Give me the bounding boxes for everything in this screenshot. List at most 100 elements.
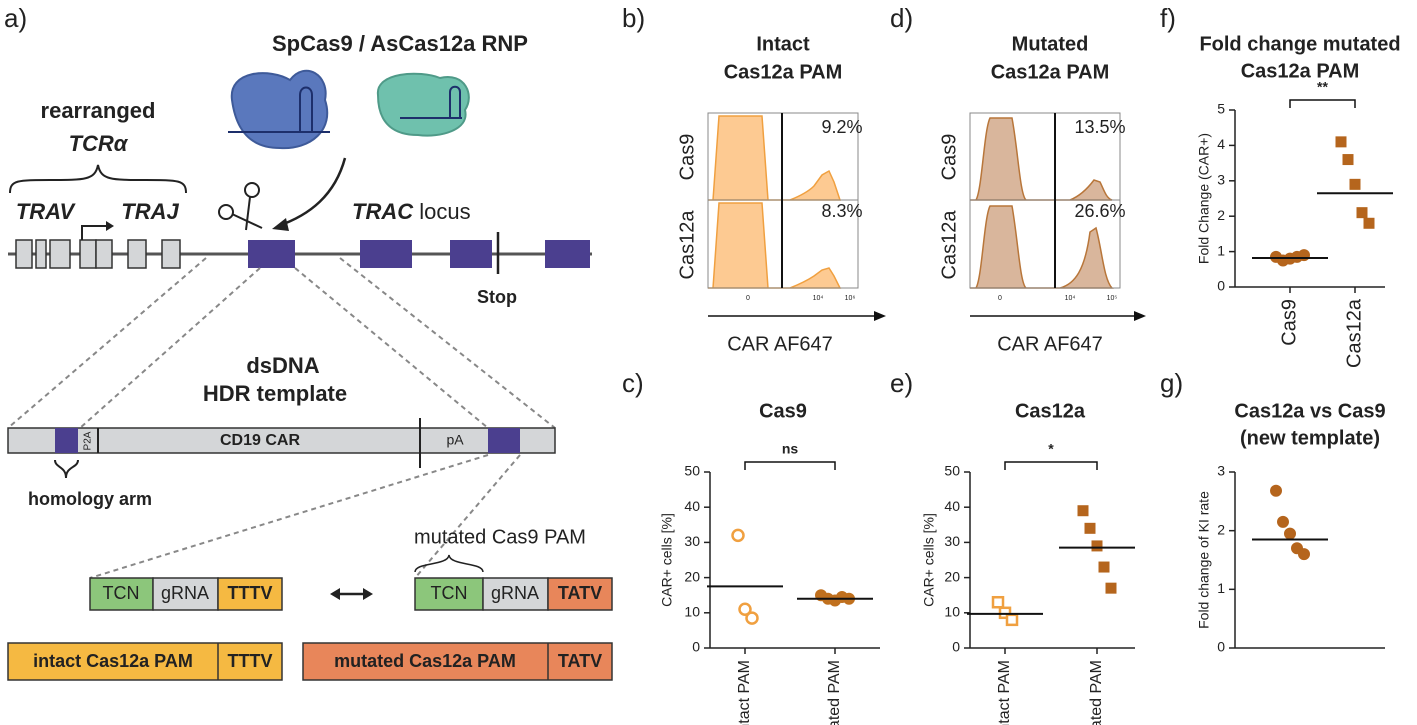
exon [15,239,33,269]
x-axis-label: CAR AF647 [997,333,1103,355]
label: mutated Cas12a PAM [334,651,516,671]
chart-title: Cas12a [1015,400,1086,422]
y-axis-label: CAR+ cells [%] [659,513,675,607]
data-point [1349,178,1361,190]
promoter-arrow-head [106,221,114,231]
homology-arm [55,428,78,453]
y-tick-label: 0 [952,639,960,655]
exon [35,239,47,269]
chart-title: (new template) [1240,427,1380,449]
histogram [708,115,842,201]
significance-label: * [1048,441,1054,457]
x-axis-label: CAR AF647 [727,333,833,355]
guide-rna [228,86,330,133]
chart: Cas12a CAR+ cells [%] 0 10 20 30 40 50 Intact PA… [921,400,1135,725]
data-point [738,602,752,617]
data-point [1363,217,1375,229]
chart: Fold change mutated Cas12a PAM Fold Change… [1196,33,1401,368]
panel-label: g) [1160,368,1183,398]
exon [95,239,113,269]
guide-rna [400,85,462,119]
panel-label: a) [4,3,27,33]
zoom-lines [89,454,521,579]
x-tick-label: Mutated PAM [1088,660,1105,725]
data-point [991,595,1005,609]
significance-bracket [1004,461,1098,470]
panel-label: e) [890,368,913,398]
label: rearranged [41,98,156,123]
label: TCN [431,583,468,603]
label: TCN [103,583,140,603]
rnp-title: SpCas9 / AsCas12a RNP [272,31,528,56]
label: TATV [558,651,602,671]
panel-title: Cas12a PAM [991,61,1110,83]
percentage: 8.3% [821,201,862,221]
scissors [244,182,260,198]
homology-arm [488,428,520,453]
y-tick-label: 50 [684,463,700,479]
label: HDR template [203,381,347,406]
exon [161,239,181,269]
trac-exon [360,240,412,268]
y-axis-label: Fold change of KI rate [1196,491,1212,629]
chart-title: Cas9 [759,400,807,422]
percentage: 13.5% [1074,117,1125,137]
x-tick-label: Intact PAM [996,660,1013,725]
chart: Cas12a vs Cas9 (new template) Fold change … [1196,400,1386,654]
label: CD19 CAR [220,432,300,449]
x-tick-label: Cas12a [1343,298,1365,368]
panel-title: Intact [756,33,810,55]
chart: Cas9 CAR+ cells [%] 0 10 20 30 40 50 Intact PAM M… [659,400,880,725]
y-tick-label: 5 [1217,101,1225,117]
y-tick-label: 40 [944,498,960,514]
label: intact Cas12a PAM [33,651,193,671]
row-label: Cas9 [938,134,960,181]
label: dsDNA [246,353,319,378]
data-point [1005,613,1019,627]
significance-label: ** [1317,79,1328,95]
scissors [218,204,234,220]
flow-panel: Intact Cas12a PAM 9.2% 8.3% Cas9 Cas12a … [676,33,886,355]
cas12a-protein [376,72,470,137]
y-tick-label: 20 [944,568,960,584]
chart-title: Cas12a PAM [1241,60,1360,82]
panel-label: d) [890,3,913,33]
data-point [1298,249,1310,262]
significance-bracket [744,461,836,470]
data-point [1098,561,1110,573]
y-tick-label: 1 [1217,580,1225,596]
percentage: 26.6% [1074,201,1125,221]
axis-arrow-head [874,311,886,321]
trac-exon [545,240,590,268]
row-label: Cas9 [676,134,698,181]
x-tick-label: 10⁴ [1065,295,1076,302]
y-tick-label: 2 [1217,521,1225,537]
data-point [1277,515,1289,528]
y-tick-label: 0 [1217,639,1225,655]
y-tick-label: 30 [684,533,700,549]
panel-title: Mutated [1012,33,1089,55]
data-point [745,611,759,625]
y-tick-label: 1 [1217,242,1225,258]
data-point [1091,540,1103,552]
label: TTTV [228,651,273,671]
significance-bracket [1289,99,1356,108]
sequence-boxes [302,642,613,681]
sequence-boxes [217,577,283,611]
panel-label: c) [622,368,644,398]
y-tick-label: 10 [944,604,960,620]
data-point [1298,548,1310,561]
data-point [1270,484,1282,497]
brace [414,554,484,573]
label: mutated Cas9 PAM [414,526,586,548]
label: Stop [477,287,517,307]
x-tick-label: 10⁵ [1107,295,1118,302]
scissors [245,196,251,231]
promoter-arrow [81,225,108,240]
chart-title: Cas12a vs Cas9 [1234,400,1385,422]
row-label: Cas12a [938,210,960,280]
exon [79,239,97,269]
diagram: SpCas9 / AsCas12a RNP rearranged TCRα TR… [7,31,613,681]
trac-exon [248,240,590,268]
label: TRAC locus [352,199,471,224]
